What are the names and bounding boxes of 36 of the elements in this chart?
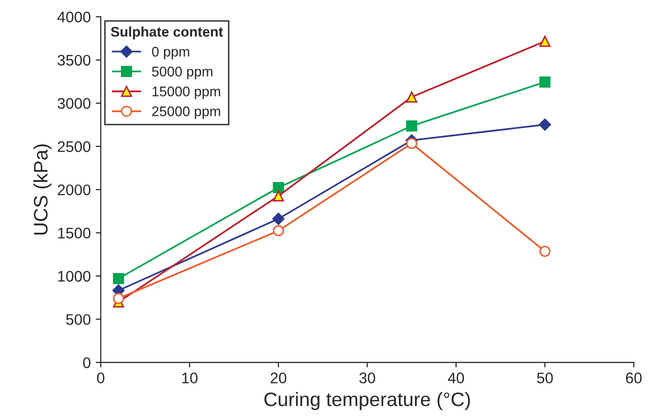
point <box>112 292 124 304</box>
y-tick-label: 0 <box>83 357 90 368</box>
x-tick-label: 20 <box>270 372 286 384</box>
y-axis-title: UCS (kPa) <box>33 144 52 235</box>
point <box>538 118 552 131</box>
legend-label: 15000 ppm <box>152 86 220 100</box>
x-axis-title: Curing temperature (°C) <box>264 392 470 410</box>
point <box>112 272 124 284</box>
x-tick-label: 50 <box>537 372 553 384</box>
legend-title: Sulphate content <box>110 26 223 40</box>
point <box>406 91 418 103</box>
x-tick-label: 30 <box>359 372 376 384</box>
legend-label: 0 ppm <box>152 46 190 60</box>
legend-label: 5000 ppm <box>152 66 212 80</box>
point <box>272 225 284 236</box>
point <box>272 212 285 225</box>
point <box>539 246 550 257</box>
y-tick-label: 1000 <box>58 270 90 282</box>
x-tick-label: 10 <box>182 372 198 384</box>
y-tick-label: 2500 <box>58 141 90 152</box>
x-tick-label: 0 <box>97 372 104 384</box>
point <box>539 76 550 88</box>
legend-label: 25000 ppm <box>152 106 220 119</box>
y-tick-label: 3000 <box>58 98 90 109</box>
point <box>272 190 284 202</box>
x-tick-label: 60 <box>626 372 642 384</box>
y-tick-label: 3500 <box>58 54 90 66</box>
point <box>406 138 418 150</box>
point <box>406 120 418 132</box>
x-tick-label: 40 <box>448 372 464 384</box>
y-tick-label: 1500 <box>58 228 90 238</box>
y-tick-label: 2000 <box>58 184 90 196</box>
y-tick-label: 500 <box>66 314 90 325</box>
point <box>272 182 284 194</box>
y-tick-label: 4000 <box>57 12 90 22</box>
point <box>539 36 550 47</box>
